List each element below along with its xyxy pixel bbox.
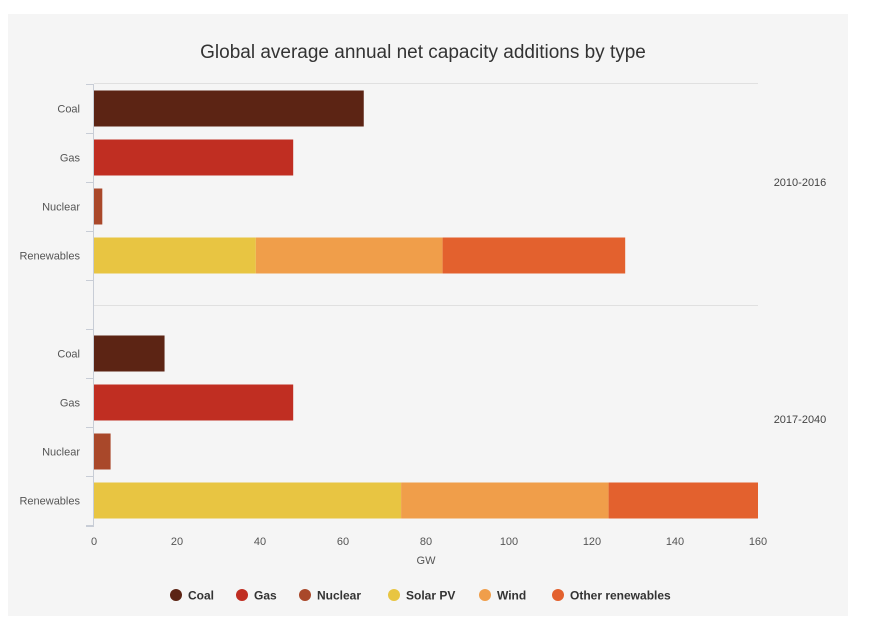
legend-item-coal[interactable]: Coal <box>188 589 214 603</box>
group-label: 2010-2016 <box>774 177 827 189</box>
legend-marker <box>388 589 400 601</box>
legend-item-solar-pv[interactable]: Solar PV <box>406 589 455 603</box>
category-label: Coal <box>57 349 80 361</box>
chart-title: Global average annual net capacity addit… <box>200 42 646 63</box>
legend-marker <box>479 589 491 601</box>
bar-nuclear[interactable] <box>94 188 103 225</box>
x-tick-label: 140 <box>666 536 684 548</box>
bar-other-renewables[interactable] <box>442 237 626 274</box>
category-label: Renewables <box>19 251 80 263</box>
x-tick-label: 20 <box>171 536 183 548</box>
x-tick-label: 120 <box>583 536 601 548</box>
group-label: 2017-2040 <box>774 414 827 426</box>
legend-marker <box>236 589 248 601</box>
category-label: Nuclear <box>42 202 80 214</box>
x-tick-label: 60 <box>337 536 349 548</box>
category-label: Renewables <box>19 496 80 508</box>
x-tick-label: 100 <box>500 536 518 548</box>
legend-item-gas[interactable]: Gas <box>254 589 277 603</box>
bar-wind[interactable] <box>255 237 443 274</box>
legend-marker <box>299 589 311 601</box>
x-axis-label: GW <box>417 555 437 567</box>
x-tick-label: 80 <box>420 536 432 548</box>
category-label: Nuclear <box>42 447 80 459</box>
legend-marker <box>552 589 564 601</box>
category-label: Gas <box>60 153 81 165</box>
bar-gas[interactable] <box>94 384 294 421</box>
bar-solar-pv[interactable] <box>94 237 256 274</box>
bar-other-renewables[interactable] <box>608 482 758 519</box>
bar-gas[interactable] <box>94 139 294 176</box>
legend-item-nuclear[interactable]: Nuclear <box>317 589 361 603</box>
x-tick-label: 0 <box>91 536 97 548</box>
category-label: Coal <box>57 104 80 116</box>
legend-marker <box>170 589 182 601</box>
bar-coal[interactable] <box>94 90 364 127</box>
bar-coal[interactable] <box>94 335 165 372</box>
x-tick-label: 160 <box>749 536 767 548</box>
legend-item-other-renewables[interactable]: Other renewables <box>570 589 671 603</box>
x-tick-label: 40 <box>254 536 266 548</box>
bar-wind[interactable] <box>401 482 609 519</box>
bar-solar-pv[interactable] <box>94 482 402 519</box>
bar-nuclear[interactable] <box>94 433 111 470</box>
legend-item-wind[interactable]: Wind <box>497 589 526 603</box>
category-label: Gas <box>60 398 81 410</box>
